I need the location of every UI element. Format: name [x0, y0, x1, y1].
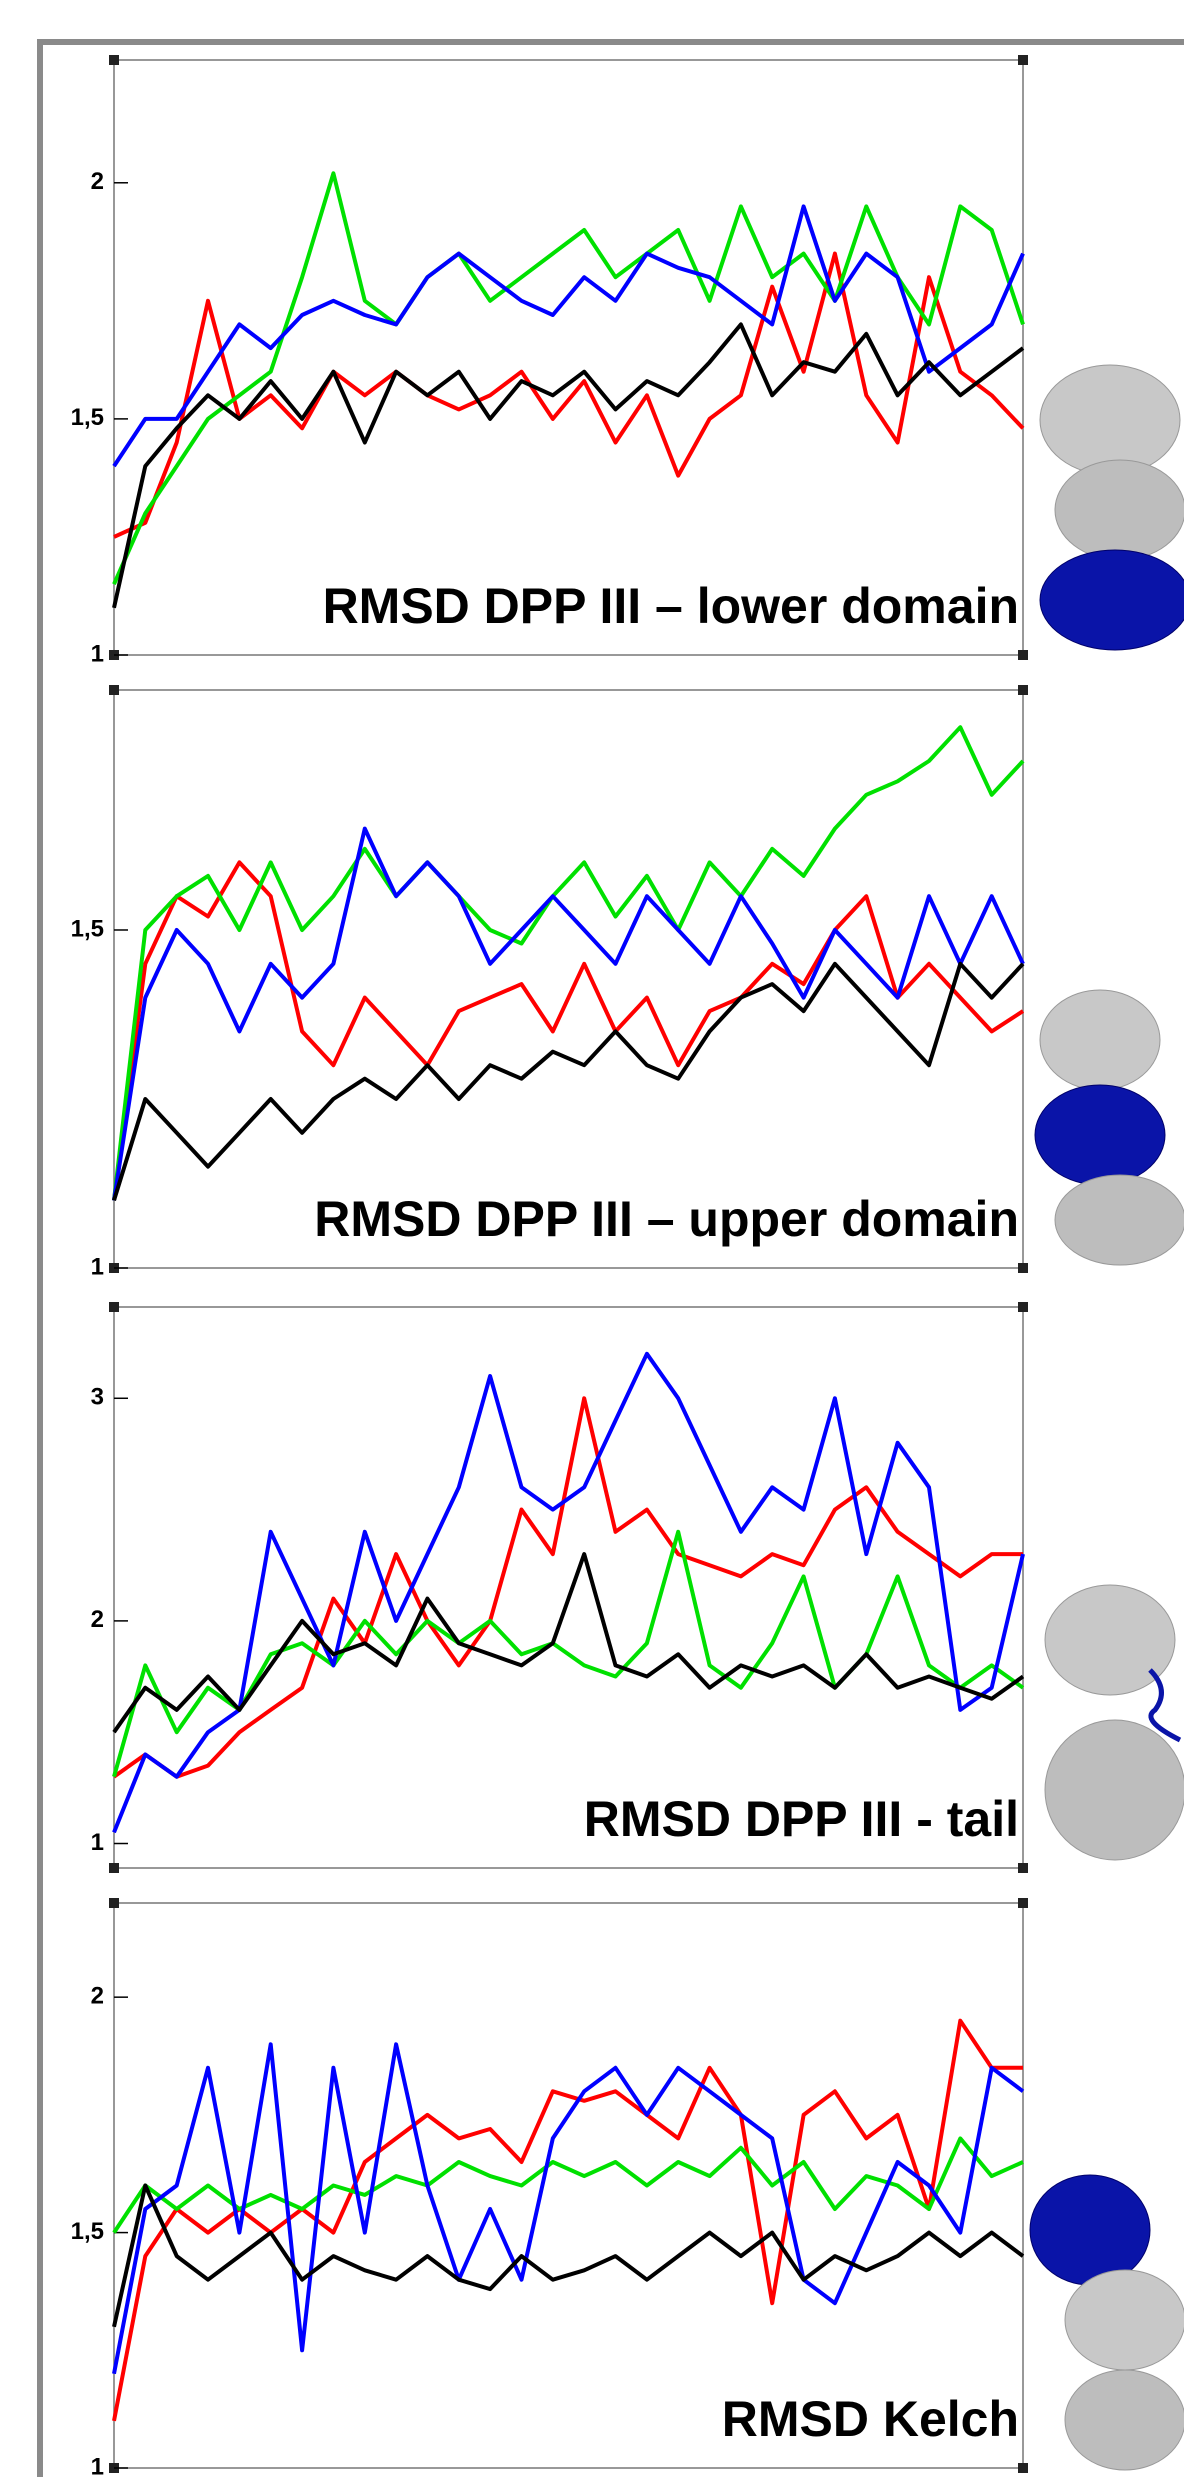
series-line: [112, 2018, 1023, 2422]
panel-title: RMSD DPP III – lower domain: [323, 578, 1019, 634]
y-tick-label: 2: [91, 168, 104, 195]
protein-upper: [1034, 989, 1184, 1266]
series-line: [112, 1529, 1025, 1778]
corner-marker: [109, 1302, 119, 1312]
panel-title: RMSD DPP III - tail: [584, 1791, 1019, 1847]
plot-area: [113, 59, 1024, 656]
protein-tail: [1044, 1584, 1184, 1861]
y-tick-label: 1,5: [71, 2218, 104, 2245]
series-line: [112, 2183, 1025, 2328]
corner-marker: [1018, 1263, 1028, 1273]
y-tick-label: 3: [91, 1384, 104, 1411]
corner-marker: [1018, 2463, 1028, 2473]
y-tick-label: 1: [91, 1829, 104, 1856]
series-line: [112, 171, 1025, 586]
corner-marker: [109, 685, 119, 695]
corner-marker: [1018, 1302, 1028, 1312]
series-line: [112, 1351, 1025, 1834]
y-tick-label: 1,5: [71, 404, 104, 431]
series-line: [112, 1552, 1025, 1734]
corner-marker: [109, 1863, 119, 1873]
corner-marker: [1018, 1898, 1028, 1908]
series-line: [113, 251, 1025, 539]
series-line: [112, 961, 1025, 1201]
series-line: [112, 2042, 1025, 2375]
corner-marker: [1018, 650, 1028, 660]
corner-marker: [109, 55, 119, 65]
series-line: [112, 725, 1025, 1201]
y-tick-label: 2: [91, 1983, 104, 2010]
y-tick-label: 1: [91, 1253, 104, 1280]
plot-area: [113, 689, 1024, 1269]
y-tick-label: 2: [91, 1606, 104, 1633]
corner-marker: [1018, 1863, 1028, 1873]
panel-title: RMSD Kelch: [722, 2391, 1019, 2447]
protein-lower: [1039, 364, 1184, 651]
plot-area: [113, 1306, 1024, 1869]
corner-marker: [1018, 55, 1028, 65]
corner-marker: [109, 1898, 119, 1908]
panel-title: RMSD DPP III – upper domain: [314, 1191, 1019, 1247]
plot-area: [113, 1902, 1024, 2469]
series-line: [112, 204, 1025, 468]
y-tick-label: 1: [91, 640, 104, 667]
y-tick-label: 1,5: [71, 915, 104, 942]
protein-kelch: [1029, 2174, 1184, 2471]
corner-marker: [1018, 685, 1028, 695]
y-tick-label: 1: [91, 2453, 104, 2477]
series-line: [112, 826, 1025, 1201]
series-line: [112, 2136, 1024, 2234]
series-line: [112, 860, 1025, 1201]
series-line: [112, 322, 1025, 609]
series-line: [112, 1396, 1023, 1779]
